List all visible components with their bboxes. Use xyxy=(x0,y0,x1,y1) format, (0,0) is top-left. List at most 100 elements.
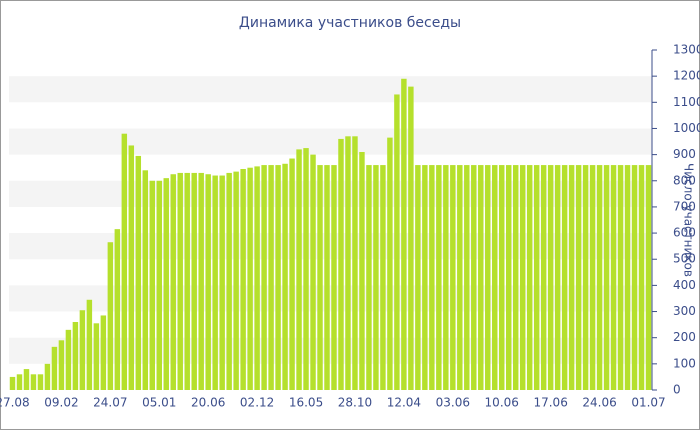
bar xyxy=(415,165,421,390)
bar xyxy=(128,145,135,390)
bar xyxy=(624,165,631,390)
bar xyxy=(373,165,379,390)
bar xyxy=(380,165,386,390)
bar xyxy=(547,165,554,390)
bar xyxy=(464,165,470,390)
bar xyxy=(471,165,477,390)
bar xyxy=(282,163,288,390)
bar xyxy=(121,133,128,390)
bar xyxy=(9,376,16,390)
bar xyxy=(401,78,407,391)
bar xyxy=(478,165,484,390)
bar xyxy=(149,180,156,390)
y-tick-label: 100 xyxy=(673,356,696,370)
bar xyxy=(100,315,107,390)
bar xyxy=(359,152,365,390)
bar xyxy=(387,137,393,390)
bar xyxy=(114,229,121,390)
bar xyxy=(561,165,568,390)
y-tick-label: 900 xyxy=(673,147,696,161)
x-tick-label: 16.05 xyxy=(289,396,323,410)
bar xyxy=(219,175,225,390)
bar xyxy=(261,165,267,390)
bar xyxy=(554,165,561,390)
x-tick-label: 24.07 xyxy=(93,396,127,410)
y-tick-label: 1100 xyxy=(673,95,700,109)
x-tick-label: 27.08 xyxy=(0,396,30,410)
bar xyxy=(303,148,309,390)
bar xyxy=(317,165,323,390)
bar xyxy=(156,180,162,390)
bar xyxy=(505,165,512,390)
bar xyxy=(575,165,582,390)
bar xyxy=(610,165,617,390)
bar xyxy=(540,165,547,390)
bar xyxy=(72,322,79,390)
bar xyxy=(631,165,638,390)
y-tick-label: 600 xyxy=(673,226,696,240)
y-tick-label: 700 xyxy=(673,199,696,213)
bar xyxy=(16,374,23,390)
bar xyxy=(617,165,624,390)
bar xyxy=(324,165,330,390)
bar xyxy=(345,136,351,390)
bar xyxy=(275,165,281,390)
bar xyxy=(163,178,169,390)
bar xyxy=(93,323,100,390)
bar xyxy=(205,174,211,390)
x-tick-label: 05.01 xyxy=(142,396,176,410)
bar xyxy=(408,86,414,390)
bar xyxy=(394,94,400,390)
bar xyxy=(240,169,246,390)
bar xyxy=(331,165,337,390)
bar xyxy=(177,172,183,390)
bar xyxy=(457,165,463,390)
bar xyxy=(492,165,498,390)
x-tick-label: 24.06 xyxy=(582,396,616,410)
bar xyxy=(429,165,435,390)
bar xyxy=(51,346,58,390)
x-tick-label: 01.07 xyxy=(631,396,665,410)
bar xyxy=(142,170,149,390)
y-tick-label: 0 xyxy=(673,383,681,397)
bar xyxy=(58,340,65,390)
bar xyxy=(107,242,114,390)
x-tick-label: 09.02 xyxy=(44,396,78,410)
chart-title: Динамика участников беседы xyxy=(239,15,461,31)
bar xyxy=(254,166,260,390)
y-tick-label: 200 xyxy=(673,330,696,344)
bar xyxy=(533,165,540,390)
bar xyxy=(191,172,197,390)
bar xyxy=(44,363,51,390)
x-tick-label: 17.06 xyxy=(533,396,567,410)
bar xyxy=(170,174,176,390)
y-tick-label: 1000 xyxy=(673,121,700,135)
bar xyxy=(603,165,610,390)
bar xyxy=(86,299,93,390)
bar xyxy=(30,374,37,390)
bar xyxy=(37,374,44,390)
bar xyxy=(485,165,491,390)
bar xyxy=(338,138,344,390)
bar xyxy=(568,165,575,390)
bar xyxy=(596,165,603,390)
bar xyxy=(135,155,142,390)
grid-band xyxy=(9,128,652,155)
bar xyxy=(233,171,239,390)
x-tick-label: 20.06 xyxy=(191,396,225,410)
x-tick-label: 03.06 xyxy=(436,396,470,410)
bar xyxy=(247,167,253,390)
bar xyxy=(296,149,302,390)
y-tick-label: 400 xyxy=(673,278,696,292)
grid-band xyxy=(9,76,652,103)
y-axis-label: Число участников xyxy=(682,163,696,277)
bar xyxy=(310,154,316,390)
bar xyxy=(184,172,190,390)
bar xyxy=(589,165,596,390)
bar xyxy=(512,165,519,390)
bar xyxy=(226,172,232,390)
x-tick-label: 12.04 xyxy=(387,396,421,410)
x-tick-label: 28.10 xyxy=(338,396,372,410)
y-tick-label: 1300 xyxy=(673,43,700,57)
